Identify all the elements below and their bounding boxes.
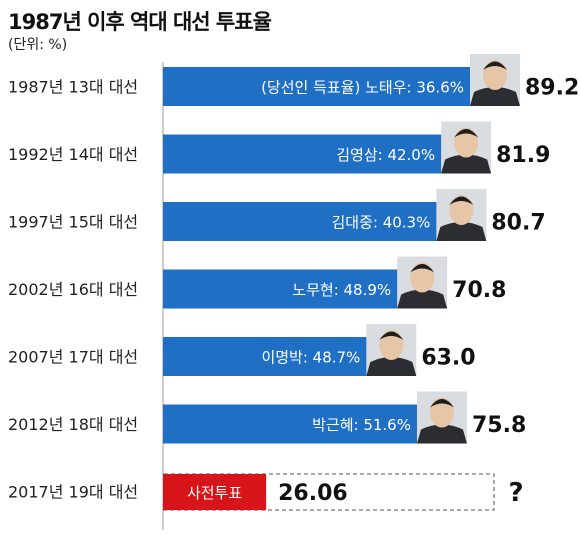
photo-face xyxy=(429,397,454,428)
winner-annotation: 김영삼: 42.0% xyxy=(336,146,435,164)
photo-hair xyxy=(483,61,507,70)
candidate-photo xyxy=(441,121,492,174)
category-label: 2012년 18대 대선 xyxy=(8,415,138,434)
photo-face xyxy=(449,195,474,225)
candidate-photo xyxy=(397,256,448,309)
category-label: 2002년 16대 대선 xyxy=(8,280,138,299)
turnout-bar xyxy=(163,67,516,106)
photo-shoulders xyxy=(416,424,467,444)
photo-shoulders xyxy=(470,87,520,106)
photo-hair xyxy=(449,196,474,205)
candidate-photo xyxy=(436,189,487,241)
early-voting-label: 사전투표 xyxy=(187,484,242,502)
photo-hair xyxy=(379,331,404,340)
photo-face xyxy=(454,127,479,158)
winner-annotation: 박근혜: 51.6% xyxy=(312,416,411,434)
chart-title: 1987년 이후 역대 대선 투표율 xyxy=(8,10,272,34)
pending-question-mark: ? xyxy=(508,478,523,508)
winner-annotation: 노무현: 48.9% xyxy=(292,281,391,299)
photo-shoulders xyxy=(441,154,492,174)
candidate-photo xyxy=(366,324,417,376)
winner-annotation: 이명박: 48.7% xyxy=(261,349,360,367)
category-label: 1992년 14대 대선 xyxy=(8,145,138,164)
turnout-value: 89.2 xyxy=(525,76,579,101)
photo-shoulders xyxy=(397,289,448,309)
turnout-value: 63.0 xyxy=(421,346,475,371)
candidate-photo xyxy=(416,391,467,444)
turnout-value: 70.8 xyxy=(452,278,506,303)
turnout-bar xyxy=(163,134,488,174)
early-voting-bar xyxy=(163,474,267,510)
turnout-value: 81.9 xyxy=(496,143,550,168)
winner-annotation: 김대중: 40.3% xyxy=(331,214,430,232)
turnout-value: 26.06 xyxy=(278,481,348,506)
winner-annotation: (당선인 득표율) 노태우: 36.6% xyxy=(261,79,464,97)
photo-face xyxy=(483,60,507,90)
photo-hair xyxy=(454,129,479,138)
turnout-bar xyxy=(163,404,463,444)
turnout-bar xyxy=(163,202,483,241)
photo-hair xyxy=(410,264,435,273)
category-label: 2017년 19대 대선 xyxy=(8,483,138,502)
turnout-value: 80.7 xyxy=(491,211,545,236)
category-label: 2007년 17대 대선 xyxy=(8,348,138,367)
photo-shoulders xyxy=(436,222,487,241)
turnout-bar xyxy=(163,269,444,309)
category-label: 1997년 15대 대선 xyxy=(8,213,138,232)
candidate-photo xyxy=(470,54,520,106)
photo-shoulders xyxy=(366,357,417,376)
unit-label: (단위: %) xyxy=(8,37,68,53)
photo-hair xyxy=(429,399,454,408)
photo-face xyxy=(379,330,404,360)
photo-face xyxy=(410,262,435,293)
turnout-value: 75.8 xyxy=(472,413,526,438)
category-label: 1987년 13대 대선 xyxy=(8,78,138,97)
